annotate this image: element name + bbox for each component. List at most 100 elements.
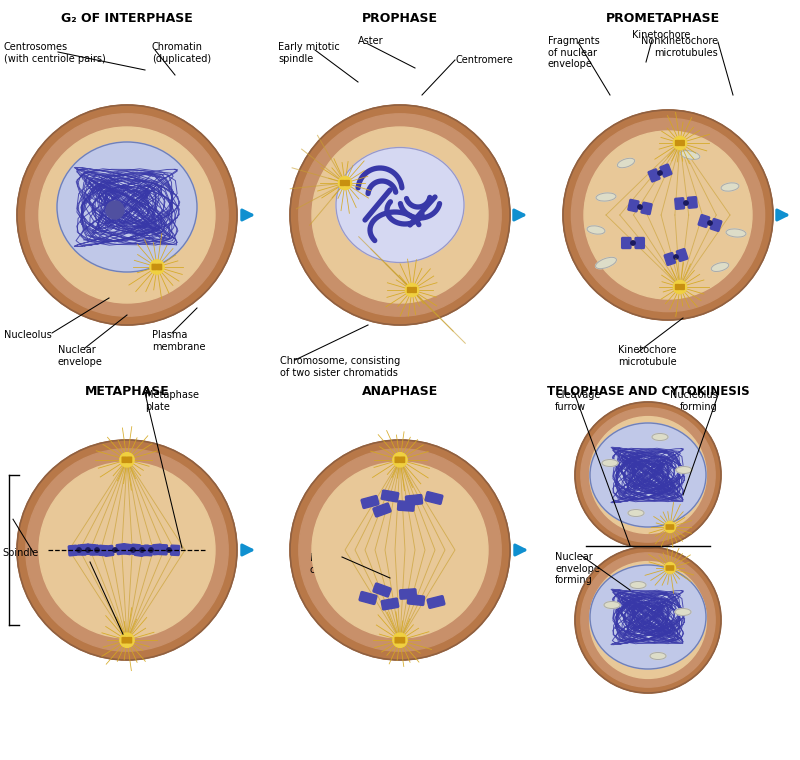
Circle shape (406, 283, 418, 296)
FancyBboxPatch shape (81, 544, 90, 555)
Text: Nuclear
envelope: Nuclear envelope (58, 345, 103, 366)
Circle shape (708, 221, 712, 225)
Circle shape (26, 114, 228, 316)
FancyBboxPatch shape (412, 287, 416, 293)
FancyBboxPatch shape (395, 638, 399, 643)
Circle shape (563, 110, 773, 320)
FancyBboxPatch shape (407, 287, 411, 293)
Circle shape (106, 201, 124, 219)
FancyBboxPatch shape (648, 169, 660, 182)
FancyBboxPatch shape (86, 544, 95, 555)
FancyBboxPatch shape (635, 237, 644, 249)
Text: Aster: Aster (358, 36, 384, 46)
FancyBboxPatch shape (641, 202, 652, 214)
FancyBboxPatch shape (406, 495, 422, 505)
Ellipse shape (650, 653, 666, 660)
FancyBboxPatch shape (68, 545, 78, 556)
Text: Nonkinetochore
microtubules: Nonkinetochore microtubules (641, 36, 718, 58)
Ellipse shape (711, 262, 729, 271)
FancyBboxPatch shape (670, 525, 674, 529)
FancyBboxPatch shape (400, 638, 405, 643)
Ellipse shape (726, 229, 746, 237)
Circle shape (590, 416, 706, 534)
FancyBboxPatch shape (622, 237, 631, 249)
Circle shape (638, 204, 642, 209)
FancyBboxPatch shape (143, 545, 153, 556)
FancyBboxPatch shape (158, 544, 167, 555)
Circle shape (674, 136, 686, 150)
FancyBboxPatch shape (158, 264, 162, 270)
FancyBboxPatch shape (687, 197, 698, 208)
Circle shape (120, 453, 134, 467)
FancyBboxPatch shape (664, 252, 676, 265)
FancyBboxPatch shape (710, 219, 722, 231)
FancyBboxPatch shape (675, 284, 679, 290)
FancyBboxPatch shape (666, 525, 670, 529)
FancyBboxPatch shape (122, 543, 132, 555)
Circle shape (140, 548, 144, 553)
Circle shape (130, 548, 135, 553)
FancyBboxPatch shape (660, 164, 672, 177)
Ellipse shape (675, 609, 691, 616)
Text: Spindle: Spindle (2, 548, 38, 558)
Circle shape (584, 131, 752, 299)
Circle shape (575, 547, 721, 693)
Circle shape (674, 255, 678, 259)
FancyBboxPatch shape (399, 589, 417, 599)
FancyBboxPatch shape (131, 544, 141, 555)
Ellipse shape (596, 193, 616, 201)
FancyBboxPatch shape (153, 544, 162, 555)
Ellipse shape (587, 226, 605, 234)
Text: Early mitotic
spindle: Early mitotic spindle (278, 42, 340, 64)
Circle shape (684, 201, 688, 205)
FancyBboxPatch shape (170, 545, 179, 556)
Ellipse shape (336, 147, 464, 262)
Text: Centromere: Centromere (455, 55, 513, 65)
FancyBboxPatch shape (373, 583, 391, 597)
Ellipse shape (652, 433, 668, 441)
Text: METAPHASE: METAPHASE (85, 385, 170, 398)
Text: Daughter
chromosomes: Daughter chromosomes (310, 553, 378, 575)
Circle shape (665, 562, 675, 574)
FancyBboxPatch shape (152, 264, 156, 270)
FancyBboxPatch shape (395, 458, 399, 462)
Circle shape (338, 176, 352, 189)
Text: Cleavage
furrow: Cleavage furrow (555, 390, 600, 412)
FancyBboxPatch shape (104, 546, 114, 556)
Circle shape (86, 548, 90, 553)
Circle shape (590, 562, 706, 679)
Text: Fragments
of nuclear
envelope: Fragments of nuclear envelope (548, 36, 600, 69)
FancyBboxPatch shape (698, 214, 710, 227)
Ellipse shape (604, 601, 620, 609)
Text: PROMETAPHASE: PROMETAPHASE (606, 12, 720, 25)
Circle shape (393, 633, 407, 648)
Text: Nucleolus: Nucleolus (4, 330, 52, 340)
FancyBboxPatch shape (680, 284, 684, 290)
Circle shape (312, 127, 488, 303)
FancyBboxPatch shape (98, 545, 108, 556)
FancyBboxPatch shape (127, 638, 131, 643)
Ellipse shape (676, 467, 692, 473)
Ellipse shape (602, 460, 618, 467)
FancyBboxPatch shape (400, 458, 405, 462)
FancyBboxPatch shape (346, 181, 350, 185)
FancyBboxPatch shape (122, 458, 126, 462)
Circle shape (299, 114, 501, 316)
FancyBboxPatch shape (373, 503, 391, 517)
FancyBboxPatch shape (90, 545, 98, 555)
Circle shape (150, 260, 164, 274)
Circle shape (581, 553, 715, 687)
Text: PROPHASE: PROPHASE (362, 12, 438, 25)
FancyBboxPatch shape (674, 198, 685, 209)
FancyBboxPatch shape (359, 591, 377, 604)
Circle shape (26, 449, 228, 651)
Ellipse shape (595, 258, 617, 268)
Circle shape (94, 548, 99, 553)
Circle shape (299, 449, 501, 651)
FancyBboxPatch shape (134, 546, 144, 556)
Circle shape (290, 440, 510, 660)
Circle shape (39, 462, 215, 638)
Text: Chromosome, consisting
of two sister chromatids: Chromosome, consisting of two sister chr… (280, 356, 400, 378)
FancyBboxPatch shape (78, 545, 86, 555)
Text: Kinetochore
microtubule: Kinetochore microtubule (618, 345, 677, 366)
